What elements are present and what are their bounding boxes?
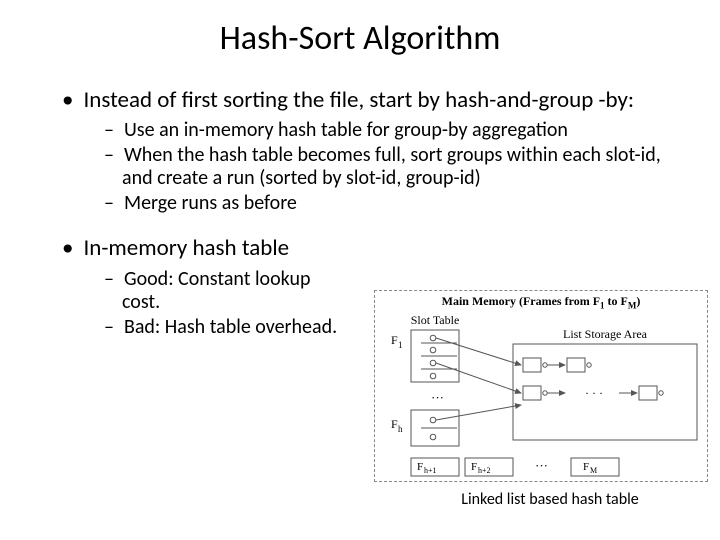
list-storage-label: List Storage Area <box>563 327 648 341</box>
svg-text:F: F <box>391 417 398 431</box>
diagram-svg: Slot Table F 1 ··· F h F h+1 F h+2 ··· F <box>375 310 709 482</box>
bullet-sub-1-3: Merge runs as before <box>104 192 464 215</box>
slot-table-label: Slot Table <box>411 313 460 327</box>
svg-text:···: ··· <box>431 390 444 405</box>
svg-text:M: M <box>590 466 597 475</box>
svg-text:h+1: h+1 <box>424 466 437 475</box>
diagram-caption: Linked list based hash table <box>400 490 700 509</box>
svg-text:F: F <box>583 461 589 473</box>
svg-text:F: F <box>391 333 398 347</box>
slide-title: Hash-Sort Algorithm <box>40 18 680 59</box>
svg-text:· · ·: · · · <box>585 386 603 400</box>
bullet-main-1: Instead of first sorting the file, start… <box>62 87 680 113</box>
bullet-sub-1-2: When the hash table becomes full, sort g… <box>104 144 680 190</box>
bullet-main-2: In-memory hash table <box>62 235 680 261</box>
diagram-header: Main Memory (Frames from F1 to FM) <box>375 291 707 310</box>
svg-text:h+2: h+2 <box>478 466 491 475</box>
svg-text:F: F <box>417 461 423 473</box>
bullet-sub-2-2: Bad: Hash table overhead. <box>104 316 340 339</box>
bullet-sub-2-1: Good: Constant lookup cost. <box>104 268 340 314</box>
svg-text:h: h <box>398 424 403 434</box>
bullet-sub-1-1: Use an in-memory hash table for group-by… <box>104 119 680 142</box>
svg-text:···: ··· <box>535 458 548 473</box>
svg-text:F: F <box>471 461 477 473</box>
svg-text:1: 1 <box>398 340 403 350</box>
hash-table-diagram: Main Memory (Frames from F1 to FM) Slot … <box>374 290 708 482</box>
